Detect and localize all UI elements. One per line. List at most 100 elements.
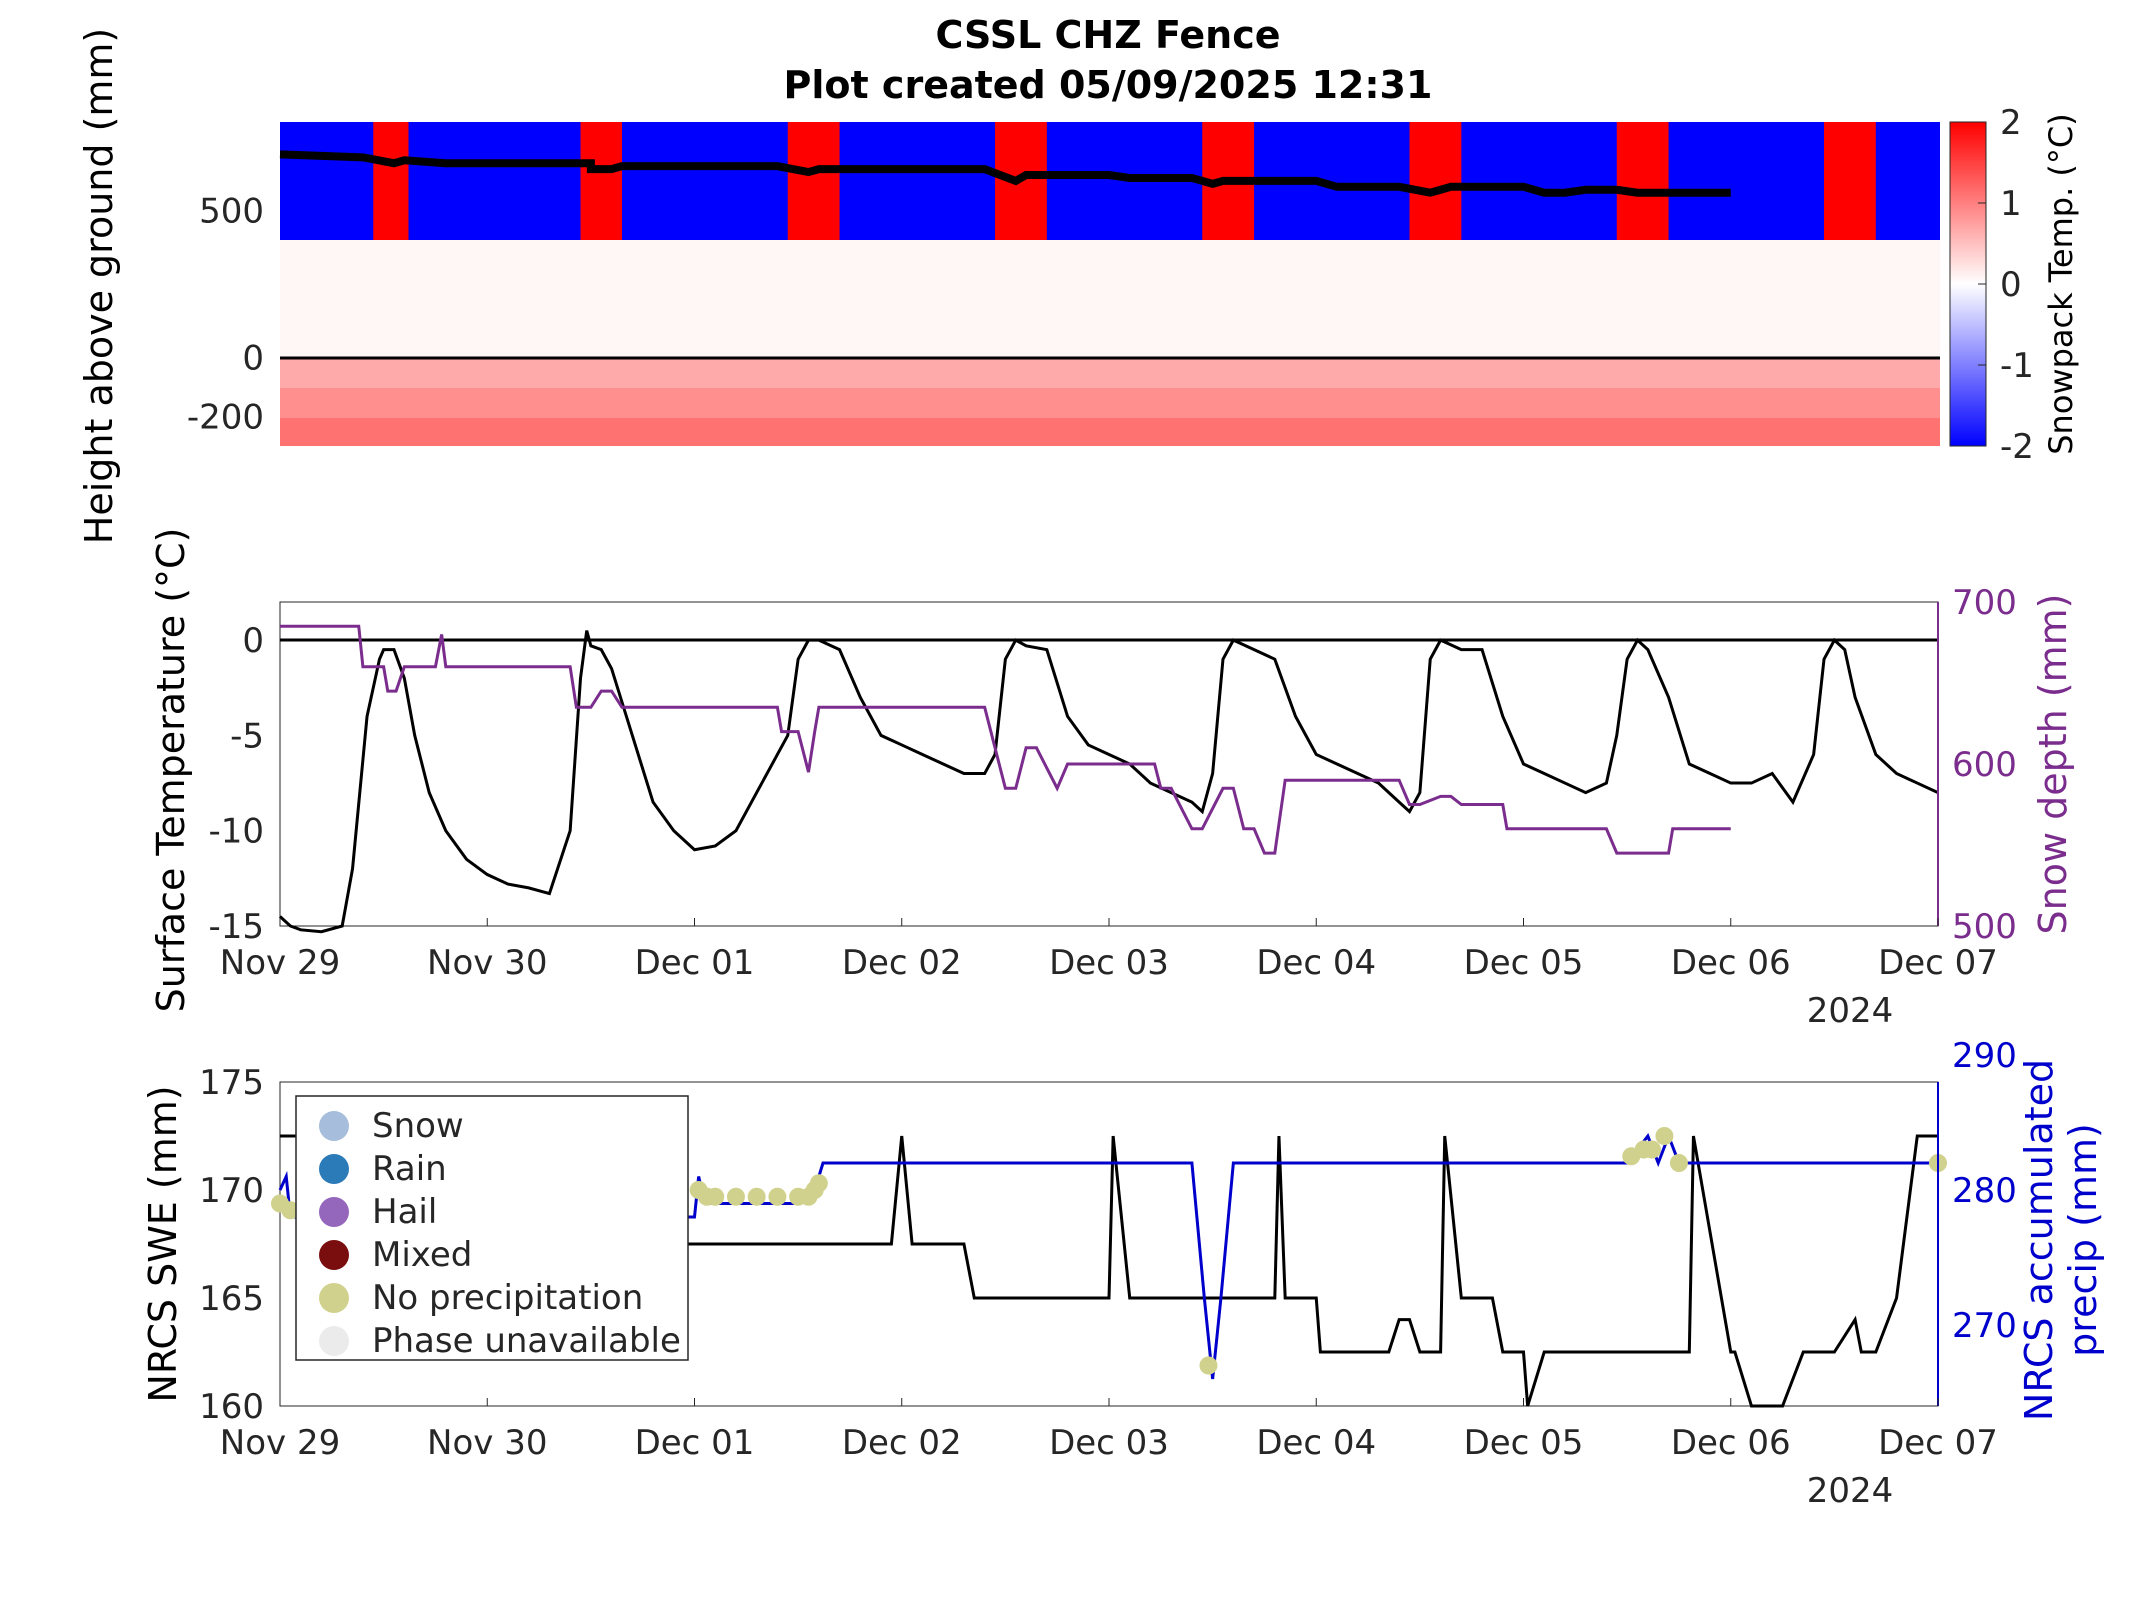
no-precip-marker bbox=[1669, 1154, 1688, 1172]
title-line-2: Plot created 05/09/2025 12:31 bbox=[784, 63, 1433, 107]
p3-x-tick-label: Dec 06 bbox=[1671, 1423, 1791, 1463]
colorbar-tick-label: 1 bbox=[2000, 184, 2022, 224]
p3-year-label: 2024 bbox=[1807, 1471, 1894, 1511]
swe-line bbox=[280, 1134, 1938, 1408]
heatmap-snowpack-band-base bbox=[280, 122, 1940, 240]
surface-temperature-line bbox=[278, 630, 1939, 934]
heatmap-y-tick-label: 500 bbox=[199, 191, 264, 231]
snow-depth-line bbox=[280, 624, 1731, 855]
p3-right-label-line-2: precip (mm) bbox=[2061, 1123, 2105, 1357]
p2-left-ticks: 0 -5 -10 -15 bbox=[208, 621, 264, 947]
p2-x-tick-label: Dec 02 bbox=[842, 943, 962, 983]
surface-temperature-chart: 0 -5 -10 -15 700 600 500 Nov 29 Nov 30 Dec 01 De… bbox=[208, 583, 2016, 1031]
colorbar-label: Snowpack Temp. (°C) bbox=[2042, 113, 2080, 455]
no-precip-marker bbox=[747, 1187, 766, 1206]
no-precip-marker bbox=[768, 1187, 787, 1206]
p3-x-tick-label: Dec 05 bbox=[1464, 1423, 1584, 1463]
no-precip-marker bbox=[1199, 1356, 1218, 1375]
no-precip-marker bbox=[706, 1187, 725, 1206]
legend-entry: No precipitation bbox=[372, 1278, 643, 1318]
colorbar-tick-label: 0 bbox=[2000, 265, 2022, 305]
legend-entry: Hail bbox=[372, 1192, 437, 1232]
p2-x-ticks: Nov 29 Nov 30 Dec 01 Dec 02 Dec 03 Dec 04 Dec … bbox=[220, 918, 1998, 983]
legend-entry: Phase unavailable bbox=[372, 1321, 681, 1361]
p3-right-axis-label: NRCS accumulatedprecip (mm) bbox=[2017, 1059, 2105, 1421]
title-line-1: CSSL CHZ Fence bbox=[935, 13, 1280, 57]
p2-x-tick-label: Nov 30 bbox=[427, 943, 547, 983]
colorbar-tick-label: 2 bbox=[2000, 103, 2022, 143]
heatmap-y-tick-label: -200 bbox=[187, 398, 264, 438]
p2-y2-tick-label: 500 bbox=[1952, 907, 2017, 947]
p3-right-ticks: 290 280 270 bbox=[1952, 1036, 2017, 1346]
p2-right-ticks: 700 600 500 bbox=[1952, 583, 2017, 947]
no-precip-marker bbox=[1642, 1140, 1661, 1159]
p2-y-tick-label: -15 bbox=[208, 907, 264, 947]
p2-left-axis-label: Surface Temperature (°C) bbox=[149, 528, 193, 1013]
legend-marker bbox=[319, 1240, 349, 1270]
legend-entry: Snow bbox=[372, 1106, 464, 1146]
p2-x-tick-label: Dec 04 bbox=[1256, 943, 1376, 983]
legend-entry: Mixed bbox=[372, 1235, 472, 1275]
warm-region-2 bbox=[787, 122, 840, 240]
no-precip-marker bbox=[281, 1201, 300, 1220]
no-precip-marker bbox=[1655, 1127, 1674, 1145]
p3-y-tick-label: 160 bbox=[199, 1387, 264, 1427]
legend-marker bbox=[319, 1326, 349, 1356]
heatmap-y-axis-label: Height above ground (mm) bbox=[77, 28, 121, 545]
colorbar-ticks: 2 1 0 -1 -2 bbox=[1978, 103, 2034, 467]
p2-y2-tick-label: 600 bbox=[1952, 745, 2017, 785]
heatmap-mid-band bbox=[280, 240, 1940, 358]
heatmap-y-tick-label: 0 bbox=[242, 339, 264, 379]
p2-y2-tick-label: 700 bbox=[1952, 583, 2017, 623]
p3-y2-tick-label: 270 bbox=[1952, 1306, 2017, 1346]
p2-x-tick-label: Dec 07 bbox=[1878, 943, 1998, 983]
warm-region-7 bbox=[1824, 122, 1876, 240]
p3-left-ticks: 175 170 165 160 bbox=[199, 1063, 264, 1427]
p3-y-tick-label: 170 bbox=[199, 1171, 264, 1211]
p2-x-tick-label: Nov 29 bbox=[220, 943, 340, 983]
p3-x-tick-label: Dec 02 bbox=[842, 1423, 962, 1463]
colorbar-tick-label: -1 bbox=[2000, 346, 2034, 386]
legend-entry: Rain bbox=[372, 1149, 447, 1189]
p2-x-tick-label: Dec 05 bbox=[1464, 943, 1584, 983]
p2-y-tick-label: -10 bbox=[208, 812, 264, 852]
p2-right-axis-label: Snow depth (mm) bbox=[2031, 594, 2075, 935]
p3-y-tick-label: 165 bbox=[199, 1279, 264, 1319]
legend-marker bbox=[319, 1197, 349, 1227]
warm-region-0 bbox=[373, 122, 409, 240]
snow-surface-line bbox=[279, 150, 1731, 197]
p3-x-tick-label: Dec 04 bbox=[1256, 1423, 1376, 1463]
p3-x-ticks: Nov 29 Nov 30 Dec 01 Dec 02 Dec 03 Dec 04 Dec … bbox=[220, 1398, 1998, 1463]
snowpack-temperature-heatmap: 500 0 -200 2 1 0 -1 -2 Snowpack Temp. (°C) bbox=[187, 103, 2080, 467]
p3-right-label-line-1: NRCS accumulated bbox=[2017, 1059, 2061, 1421]
legend-marker bbox=[319, 1283, 349, 1313]
p3-x-tick-label: Dec 01 bbox=[635, 1423, 755, 1463]
p2-x-tick-label: Dec 01 bbox=[635, 943, 755, 983]
p3-y2-tick-label: 280 bbox=[1952, 1171, 2017, 1211]
heatmap-y-ticks: 500 0 -200 bbox=[187, 191, 264, 437]
no-precip-marker bbox=[809, 1174, 828, 1193]
p3-x-tick-label: Dec 03 bbox=[1049, 1423, 1169, 1463]
legend-marker bbox=[319, 1154, 349, 1184]
heatmap-ground-band-2 bbox=[280, 388, 1940, 418]
colorbar-tick-label: -2 bbox=[2000, 427, 2034, 467]
heatmap-ground-band-3 bbox=[280, 418, 1940, 446]
warm-region-6 bbox=[1616, 122, 1669, 240]
swe-precip-chart: 175 170 165 160 290 280 270 Nov 29 Nov 30 Dec 0… bbox=[199, 1036, 2017, 1511]
warm-region-5 bbox=[1409, 122, 1462, 240]
p3-x-tick-label: Nov 29 bbox=[220, 1423, 340, 1463]
no-precip-markers bbox=[271, 1127, 1947, 1375]
no-precip-marker bbox=[726, 1187, 745, 1206]
heatmap-ground-band-1 bbox=[280, 358, 1940, 388]
p3-y2-tick-label: 290 bbox=[1952, 1036, 2017, 1076]
p2-y-tick-label: -5 bbox=[230, 716, 264, 756]
legend-box bbox=[295, 1095, 689, 1361]
p3-x-tick-label: Nov 30 bbox=[427, 1423, 547, 1463]
p2-year-label: 2024 bbox=[1807, 991, 1894, 1031]
p2-x-tick-label: Dec 03 bbox=[1049, 943, 1169, 983]
warm-region-1 bbox=[580, 122, 622, 240]
p2-y-tick-label: 0 bbox=[242, 621, 264, 661]
p2-x-tick-label: Dec 06 bbox=[1671, 943, 1791, 983]
